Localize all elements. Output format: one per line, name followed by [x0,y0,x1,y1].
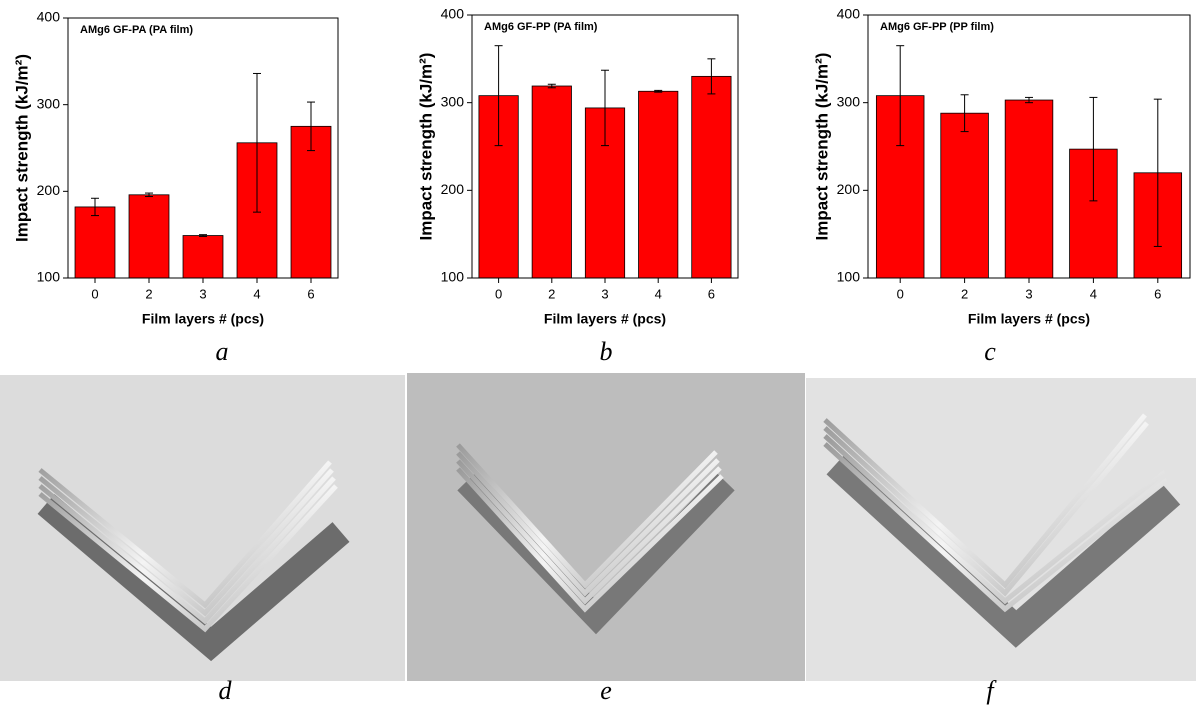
error-bar [654,89,663,93]
error-bar [253,72,261,213]
chart: 0 2 3 4 6 100 200 300 400 AMg6 GF-PA (PA film) Fil… [12,9,339,327]
bar [128,194,170,279]
error-bar [707,58,716,95]
x-axis-label: Film layers # (pcs) [968,311,1090,327]
error-bar [1025,96,1033,104]
y-axis-label: Impact strength (kJ/m²) [812,53,831,241]
y-axis-label: Impact strength (kJ/m²) [416,53,435,241]
x-tick-label: 3 [199,286,206,301]
y-tick-label: 200 [441,181,465,197]
x-tick-label: 4 [1090,286,1097,301]
bar [1004,99,1054,279]
bar [638,90,679,279]
x-tick-label: 2 [145,286,152,301]
y-tick-label: 300 [837,93,861,109]
x-axis-label: Film layers # (pcs) [142,311,264,327]
photo-e [407,373,805,681]
y-tick-label: 100 [837,269,861,285]
y-tick-label: 200 [37,182,61,198]
photo-d [0,375,405,681]
error-bar [145,192,153,198]
bar [531,85,572,279]
plot-frame [471,14,739,279]
bar [182,235,224,279]
error-bar [1153,98,1162,247]
x-axis-label: Film layers # (pcs) [544,311,666,327]
x-tick-label: 6 [307,286,314,301]
y-tick-label: 400 [441,6,465,22]
error-bar [1089,96,1098,202]
chart: 0 2 3 4 6 100 200 300 400 AMg6 GF-PP (PP film) Fil… [812,6,1191,327]
panel-label: d [219,676,233,705]
error-bar [601,69,609,147]
x-tick-label: 2 [548,286,555,301]
error-bar [91,197,99,217]
error-bar [960,94,969,133]
error-bar [307,101,315,152]
y-tick-label: 400 [37,9,61,25]
y-tick-label: 100 [37,269,61,285]
panel-label: e [600,676,612,705]
annotation: AMg6 GF-PP (PP film) [880,21,994,33]
y-tick-label: 300 [441,93,465,109]
y-tick-label: 400 [837,6,861,22]
plot-frame [67,17,339,279]
y-tick-label: 300 [37,95,61,111]
x-tick-label: 6 [1154,286,1161,301]
annotation: AMg6 GF-PP (PA film) [484,21,598,33]
y-tick-label: 100 [441,269,465,285]
panel-label: b [600,337,613,366]
x-tick-label: 3 [1025,286,1032,301]
x-tick-label: 4 [655,286,662,301]
x-tick-label: 0 [495,286,502,301]
annotation: AMg6 GF-PA (PA film) [80,24,193,36]
error-bar [199,234,207,237]
chart: 0 2 3 4 6 100 200 300 400 AMg6 GF-PP (PA film) Fil… [416,6,739,327]
bar [691,75,732,279]
x-tick-label: 3 [601,286,608,301]
panel-label: c [984,337,996,366]
y-tick-label: 200 [837,181,861,197]
error-bar [547,83,556,89]
error-bar [494,45,503,147]
panel-label: a [216,337,229,366]
error-bar [896,45,905,147]
panel-label: f [986,676,997,705]
x-tick-label: 2 [961,286,968,301]
x-tick-label: 0 [897,286,904,301]
photo-f [806,378,1196,681]
y-axis-label: Impact strength (kJ/m²) [12,54,31,242]
x-tick-label: 0 [91,286,98,301]
bar [940,112,989,279]
plot-frame [867,14,1191,279]
x-tick-label: 4 [253,286,260,301]
bar [74,206,116,279]
x-tick-label: 6 [708,286,715,301]
